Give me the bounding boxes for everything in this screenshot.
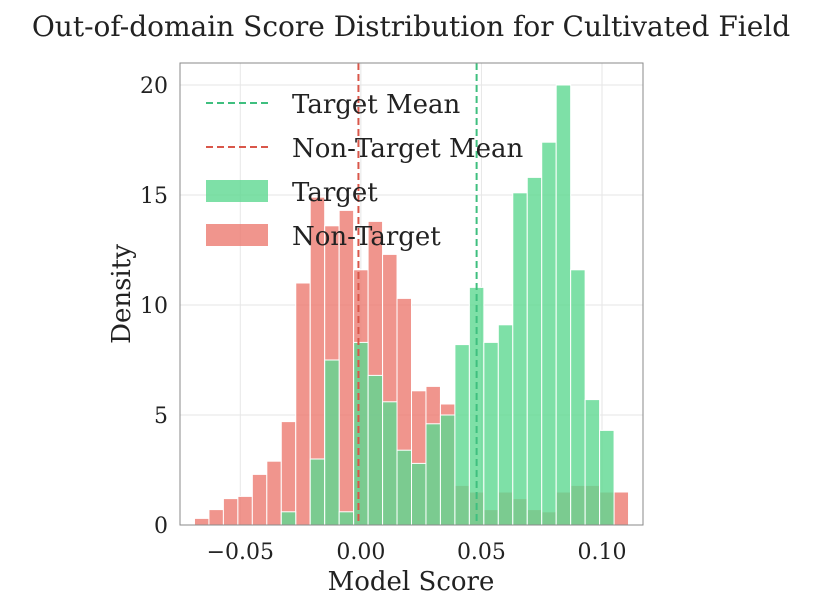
y-ticks: 0 5 10 15 20 — [140, 74, 168, 539]
legend-label-non-target_mean: Non-Target Mean — [292, 134, 524, 164]
legend-swatch-non-target — [206, 224, 268, 246]
x-axis-label: Model Score — [328, 567, 495, 597]
target-bar-14 — [497, 324, 514, 526]
target-bar-11 — [454, 344, 470, 526]
target-bar-16 — [526, 176, 543, 526]
target-bar-4 — [353, 341, 369, 526]
y-tick-label-0: 0 — [154, 514, 168, 539]
x-tick-label-1: 0.00 — [336, 540, 385, 565]
non-target-bar-10 — [338, 209, 355, 526]
target-bar-0 — [280, 511, 297, 526]
target-bar-19 — [570, 269, 586, 526]
non-target-bar-6 — [280, 421, 297, 526]
target-bar-17 — [541, 141, 557, 526]
target-bar-3 — [338, 511, 355, 526]
y-tick-label-1: 5 — [154, 404, 168, 429]
x-tick-label-3: 0.10 — [578, 540, 627, 565]
x-tick-label-2: 0.05 — [457, 540, 506, 565]
non-target-bar-2 — [222, 498, 239, 526]
y-tick-label-3: 15 — [140, 184, 168, 209]
non-target-bar-7 — [295, 282, 311, 526]
target-bar-6 — [382, 401, 398, 526]
legend-label-target: Target — [292, 178, 378, 208]
non-target-bar-4 — [251, 473, 268, 526]
target-bar-5 — [367, 374, 384, 526]
target-bar-21 — [599, 429, 615, 526]
y-tick-label-2: 10 — [140, 294, 168, 319]
target-bar-8 — [411, 462, 427, 526]
chart-title: Out-of-domain Score Distribution for Cul… — [32, 10, 790, 43]
y-axis-label: Density — [107, 244, 137, 344]
non-target-bar-0 — [193, 517, 210, 526]
plot-frame — [179, 62, 644, 526]
target-bar-1 — [309, 458, 326, 526]
legend-label-target-mean: Target Mean — [292, 90, 461, 120]
target-bar-20 — [584, 399, 601, 526]
non-target-bar-3 — [237, 495, 253, 526]
y-tick-label-4: 20 — [140, 74, 168, 99]
target-bar-10 — [439, 414, 456, 526]
target-bar-2 — [324, 359, 340, 526]
non-target-bar-5 — [266, 460, 282, 526]
target-bar-18 — [555, 84, 572, 526]
target-bar-7 — [396, 449, 412, 526]
non-target-bar-1 — [208, 509, 224, 526]
target-bar-13 — [483, 341, 499, 526]
legend-label-non-target: Non-Target — [292, 222, 441, 252]
mean-lines — [357, 63, 478, 525]
target-bar-15 — [512, 192, 528, 526]
non-target-bar-29 — [613, 491, 630, 526]
x-ticks: −0.05 0.00 0.05 0.10 — [207, 540, 627, 565]
legend-swatch-target — [206, 180, 268, 202]
legend: Target Mean Non-Target Mean Target Non-Targ… — [206, 90, 524, 252]
target-bar-9 — [425, 423, 441, 526]
x-tick-label-0: −0.05 — [207, 540, 274, 565]
